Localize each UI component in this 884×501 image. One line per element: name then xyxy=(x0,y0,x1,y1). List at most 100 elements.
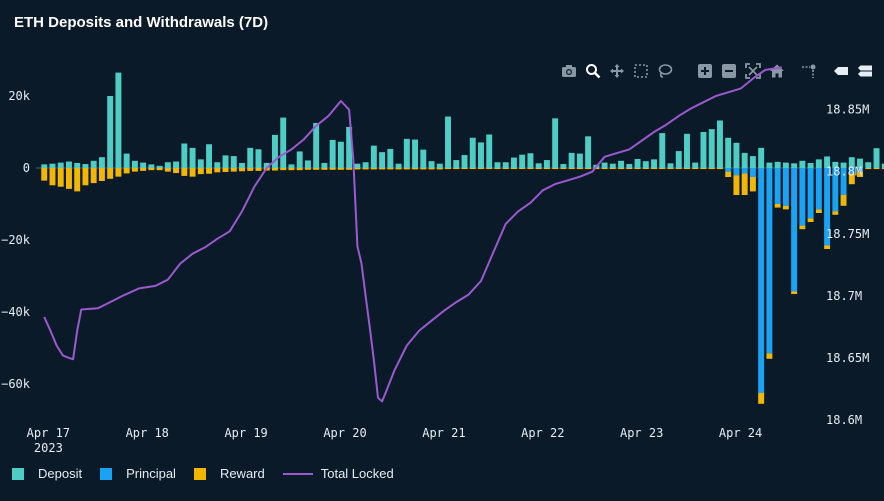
deposit-bar xyxy=(453,160,460,168)
deposit-bar xyxy=(197,159,204,168)
legend-label-principal: Principal xyxy=(126,466,176,481)
deposit-bar xyxy=(123,153,130,168)
deposit-bar xyxy=(395,163,402,168)
reward-bar xyxy=(412,168,419,170)
reward-bar xyxy=(370,168,377,170)
legend-item-principal[interactable]: Principal xyxy=(100,466,176,481)
deposit-bar xyxy=(626,164,633,168)
deposit-bar xyxy=(659,133,666,168)
deposit-bar xyxy=(807,162,814,168)
legend-item-deposit[interactable]: Deposit xyxy=(12,466,82,481)
zoom-out-icon[interactable] xyxy=(720,62,738,80)
deposit-bar xyxy=(601,162,608,168)
deposit-bar xyxy=(164,162,171,168)
legend-item-reward[interactable]: Reward xyxy=(193,466,265,481)
deposit-bar xyxy=(140,162,147,168)
reward-bar xyxy=(766,353,773,359)
deposit-bar xyxy=(181,143,188,168)
reward-bar xyxy=(420,168,427,170)
reward-bar xyxy=(280,168,287,171)
deposit-bar xyxy=(272,134,278,168)
deposit-bar xyxy=(618,160,625,168)
deposit-bar xyxy=(700,132,707,168)
principal-bar xyxy=(824,168,831,246)
legend-item-total-locked[interactable]: Total Locked xyxy=(282,466,394,481)
box-select-icon[interactable] xyxy=(632,62,650,80)
legend-swatch-deposit xyxy=(12,467,24,480)
principal-bar xyxy=(799,168,806,226)
spike-lines-icon[interactable] xyxy=(800,62,818,80)
principal-bar xyxy=(791,168,798,292)
deposit-bar xyxy=(57,162,64,168)
deposit-bar xyxy=(222,155,229,168)
reward-bar xyxy=(659,168,666,170)
y-left-tick-label: 0 xyxy=(23,161,30,175)
deposit-bar xyxy=(173,161,180,168)
deposit-bar xyxy=(107,96,114,168)
reward-bar xyxy=(197,168,204,175)
deposit-bar xyxy=(552,118,559,168)
principal-bar xyxy=(857,168,864,172)
deposit-bar xyxy=(115,72,122,168)
reward-bar xyxy=(296,168,303,171)
deposit-bar xyxy=(519,154,526,168)
deposit-bar xyxy=(684,133,690,168)
principal-bar xyxy=(807,168,814,219)
deposit-bar xyxy=(725,137,732,168)
reward-bar xyxy=(156,168,163,171)
reward-bar xyxy=(782,205,789,210)
deposit-bar xyxy=(535,163,542,168)
camera-icon[interactable] xyxy=(560,62,578,80)
deposit-bar xyxy=(486,134,493,168)
reward-bar xyxy=(255,168,262,171)
legend-swatch-total-locked xyxy=(282,472,313,475)
reward-bar xyxy=(502,168,509,170)
deposit-bar xyxy=(206,144,213,168)
deposit-bar xyxy=(824,156,831,168)
x-tick-label: Apr 22 xyxy=(521,426,564,440)
reward-bar xyxy=(576,168,583,170)
reward-bar xyxy=(41,168,48,181)
reward-bar xyxy=(609,168,616,170)
deposit-bar xyxy=(560,164,567,168)
reward-bar xyxy=(873,168,880,170)
reward-bar xyxy=(313,168,320,170)
deposit-bar xyxy=(461,155,468,168)
y-right-tick-label: 18.8M xyxy=(826,165,862,179)
deposit-bar xyxy=(469,137,476,168)
reward-bar xyxy=(173,168,180,174)
deposit-bar xyxy=(304,160,311,168)
reward-bar xyxy=(181,168,188,176)
reward-bar xyxy=(675,168,682,170)
reward-bar xyxy=(57,168,64,187)
pan-icon[interactable] xyxy=(608,62,626,80)
x-tick-label: Apr 20 xyxy=(323,426,366,440)
y-left-tick-label: 20k xyxy=(8,89,30,103)
hover-compare-icon[interactable] xyxy=(856,62,874,80)
reward-bar xyxy=(560,168,567,170)
autoscale-icon[interactable] xyxy=(744,62,762,80)
deposit-bar xyxy=(445,116,451,168)
deposit-bar xyxy=(609,163,616,168)
deposit-bar xyxy=(741,152,748,168)
y-left-tick-label: −20k xyxy=(1,233,31,247)
deposit-bar xyxy=(156,165,163,168)
x-tick-label: Apr 21 xyxy=(422,426,465,440)
zoom-icon[interactable] xyxy=(584,62,602,80)
zoom-in-icon[interactable] xyxy=(696,62,714,80)
reward-bar xyxy=(239,168,245,172)
reward-bar xyxy=(749,177,756,192)
reward-bar xyxy=(510,168,517,170)
reward-bar xyxy=(453,168,460,170)
reward-bar xyxy=(123,168,130,174)
deposit-bar xyxy=(576,153,583,168)
lasso-icon[interactable] xyxy=(656,62,674,80)
reward-bar xyxy=(725,171,732,177)
deposit-bar xyxy=(65,161,72,168)
deposit-bar xyxy=(692,162,699,168)
reward-bar xyxy=(535,168,542,170)
reward-bar xyxy=(436,168,443,170)
hover-closest-icon[interactable] xyxy=(832,62,850,80)
reward-bar xyxy=(346,168,353,170)
